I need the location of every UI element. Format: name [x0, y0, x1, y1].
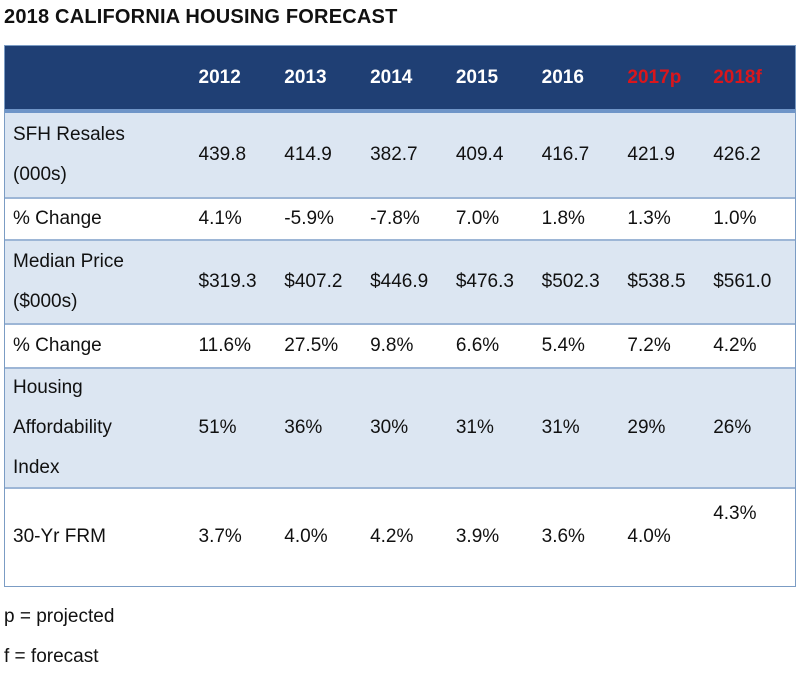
table-row-resales-change: % Change 4.1% -5.9% -7.8% 7.0% 1.8% 1.3%…	[5, 199, 795, 241]
table-cell: 414.9	[284, 144, 332, 165]
column-header-2018f: 2018f	[713, 66, 762, 88]
table-cell: -7.8%	[370, 208, 420, 229]
table-cell: 51%	[198, 417, 237, 438]
table-cell: 3.7%	[198, 525, 242, 547]
table-header-row: 2012 2013 2014 2015 2016 2017p 2018f	[5, 46, 795, 113]
table-row-30yr-frm: 30-Yr FRM 3.7% 4.0% 4.2% 3.9% 3.6% 4.0% …	[5, 489, 795, 584]
column-header-2013: 2013	[284, 66, 327, 88]
footnotes: p = projected f = forecast	[4, 597, 114, 677]
table-cell: 5.4%	[541, 335, 585, 356]
table-cell: 3.9%	[455, 525, 500, 547]
table-cell: $407.2	[284, 271, 343, 292]
row-label: Median Price ($000s)	[5, 242, 195, 322]
table-cell: 7.2%	[627, 335, 671, 356]
table-cell: 4.1%	[198, 208, 242, 229]
table-cell: 426.2	[713, 144, 761, 165]
row-label-line: SFH Resales	[13, 124, 125, 145]
table-row-median-price: Median Price ($000s) $319.3 $407.2 $446.…	[5, 241, 795, 325]
row-label: 30-Yr FRM	[13, 525, 106, 547]
table-cell: 9.8%	[370, 335, 414, 356]
table-cell: 29%	[627, 417, 666, 438]
row-label-line: (000s)	[13, 164, 67, 185]
row-label-line: Index	[13, 457, 60, 478]
table-cell: 3.6%	[541, 525, 585, 547]
footnote-projected: p = projected	[4, 606, 115, 627]
table-cell: 416.7	[541, 144, 590, 165]
table-cell: $476.3	[455, 271, 514, 292]
row-label-line: Housing	[13, 377, 83, 398]
table-cell: 36%	[284, 417, 323, 438]
table-cell: 1.3%	[627, 208, 671, 229]
table-cell: 4.2%	[713, 335, 757, 356]
table-cell: -5.9%	[284, 208, 334, 229]
column-header-2012: 2012	[198, 66, 241, 88]
table-cell: 7.0%	[455, 208, 500, 229]
row-label: SFH Resales (000s)	[5, 115, 195, 195]
table-cell: 27.5%	[284, 335, 339, 356]
table-cell: 4.0%	[627, 525, 671, 547]
table-cell: 1.0%	[713, 208, 757, 229]
table-cell: 4.0%	[284, 525, 328, 547]
table-row-price-change: % Change 11.6% 27.5% 9.8% 6.6% 5.4% 7.2%…	[5, 325, 795, 369]
table-cell-value: 4.3%	[713, 502, 757, 524]
table-cell: 31%	[541, 417, 580, 438]
table-cell: 421.9	[627, 144, 675, 165]
table-row-sfh-resales: SFH Resales (000s) 439.8 414.9 382.7 409…	[5, 113, 795, 199]
table-cell: $319.3	[198, 271, 257, 292]
table-cell: $561.0	[713, 271, 772, 292]
forecast-table: 2012 2013 2014 2015 2016 2017p 2018f SFH…	[4, 45, 796, 587]
row-label: % Change	[13, 335, 102, 356]
table-cell: $502.3	[541, 271, 600, 292]
column-header-2015: 2015	[455, 66, 499, 88]
column-header-2017p: 2017p	[627, 66, 682, 88]
row-label-line: Median Price	[13, 251, 124, 272]
table-cell: 31%	[455, 417, 494, 438]
column-header-2014: 2014	[370, 66, 413, 88]
table-cell: 4.2%	[370, 525, 414, 547]
table-cell: 382.7	[370, 144, 418, 165]
table-cell: 11.6%	[198, 335, 251, 356]
table-cell: 409.4	[455, 144, 504, 165]
table-cell: 439.8	[198, 144, 247, 165]
row-label-line: ($000s)	[13, 291, 78, 312]
table-cell: $446.9	[370, 271, 429, 292]
table-cell: 6.6%	[455, 335, 500, 356]
table-title: 2018 CALIFORNIA HOUSING FORECAST	[4, 6, 398, 28]
row-label-line: Affordability	[13, 417, 112, 438]
table-row-affordability-index: Housing Affordability Index 51% 36% 30% …	[5, 369, 795, 489]
table-cell: 1.8%	[541, 208, 585, 229]
row-label: Housing Affordability Index	[5, 368, 195, 488]
table-cell: $538.5	[627, 271, 686, 292]
footnote-forecast: f = forecast	[4, 646, 99, 667]
row-label: % Change	[13, 208, 102, 229]
column-header-2016: 2016	[541, 66, 584, 88]
table-cell: 30%	[370, 417, 409, 438]
table-cell: 26%	[713, 417, 752, 438]
